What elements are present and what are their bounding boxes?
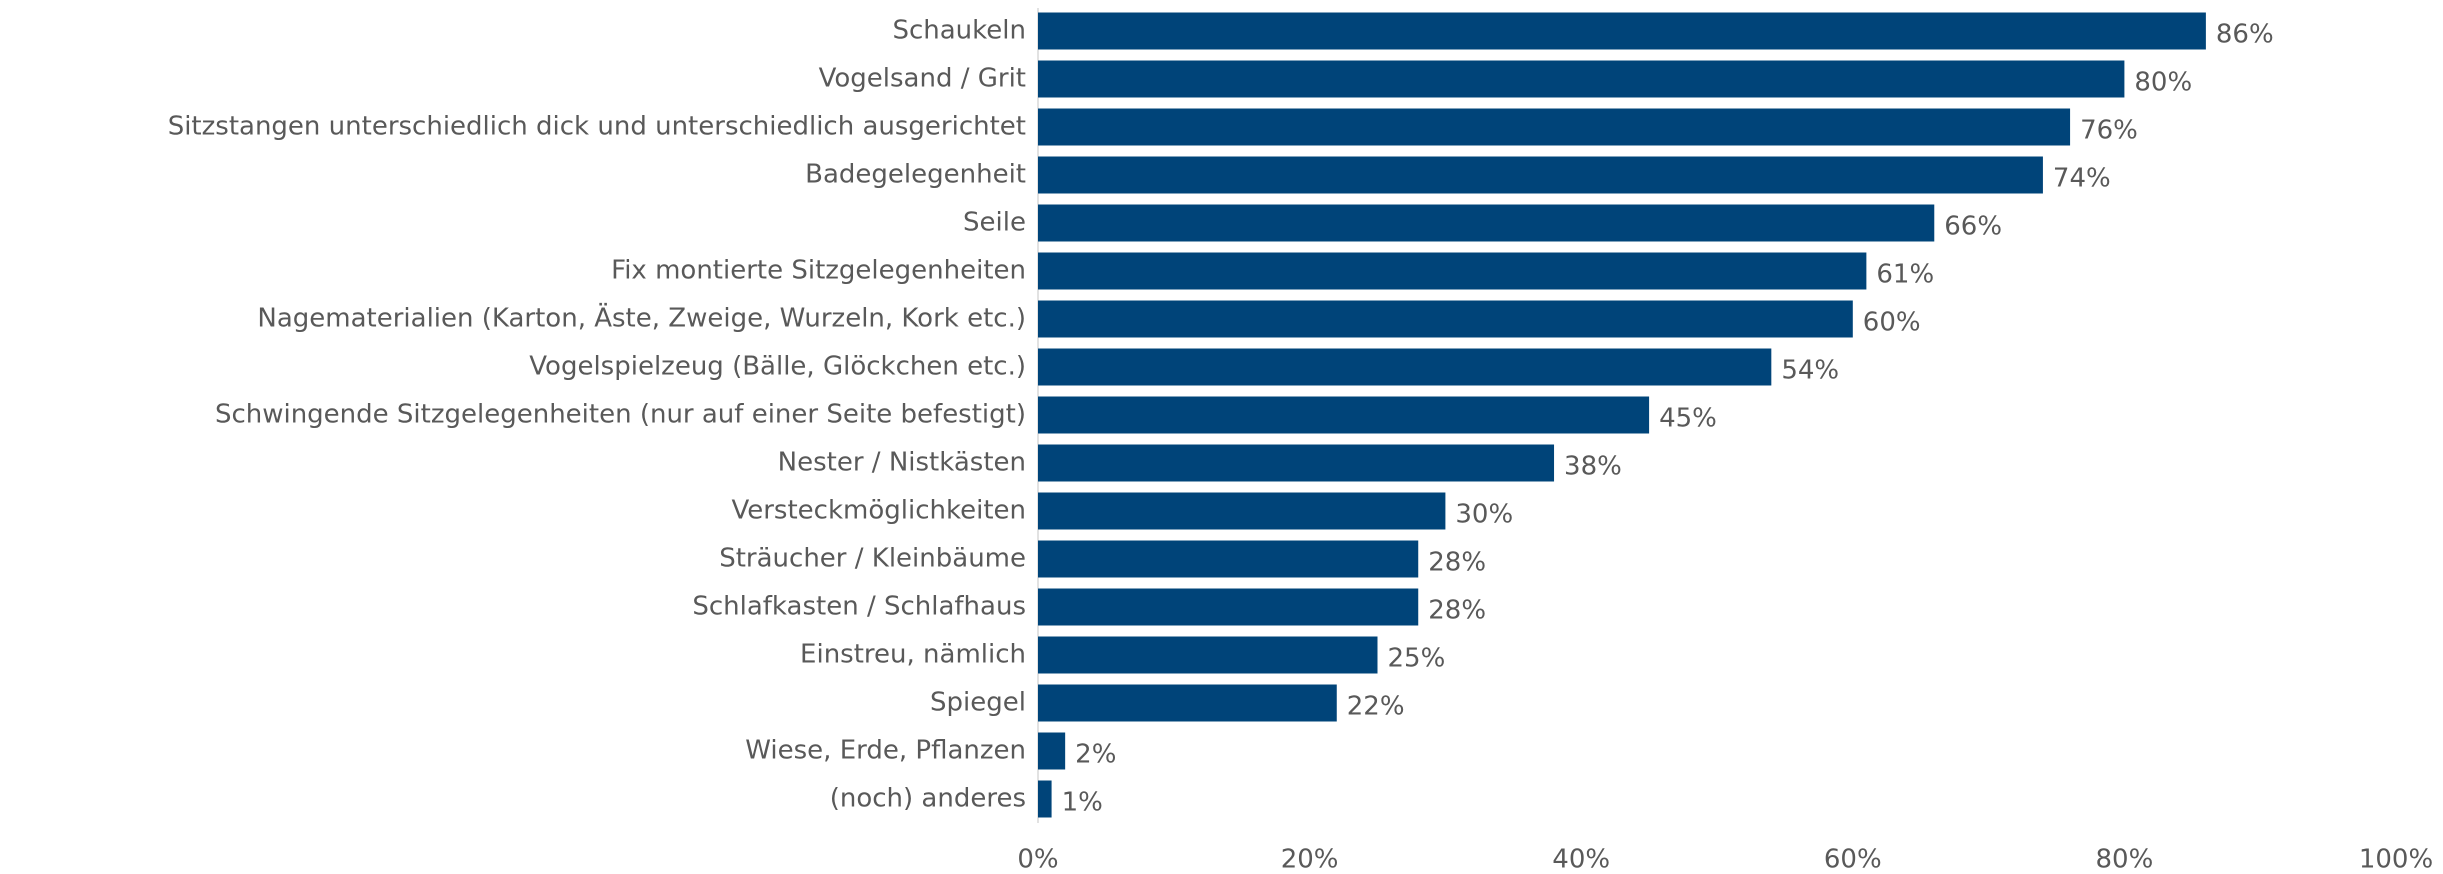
category-label: Versteckmöglichkeiten [731, 496, 1026, 526]
bar [1038, 444, 1555, 482]
value-label: 80% [2134, 68, 2192, 98]
category-label: Sträucher / Kleinbäume [719, 544, 1026, 574]
bar [1038, 732, 1066, 770]
bar [1038, 684, 1337, 722]
bar [1038, 108, 2071, 146]
value-label: 28% [1428, 548, 1486, 578]
value-label: 45% [1659, 404, 1717, 434]
bar [1038, 348, 1772, 386]
value-label: 22% [1347, 692, 1405, 722]
value-label: 61% [1876, 260, 1934, 290]
value-label: 60% [1863, 308, 1921, 338]
x-tick-label: 0% [1017, 845, 1058, 874]
x-tick-label: 40% [1552, 845, 1610, 874]
x-tick-label: 80% [2096, 845, 2154, 874]
bar [1038, 12, 2206, 50]
category-label: Schaukeln [892, 16, 1026, 46]
category-label: Nester / Nistkästen [778, 448, 1026, 478]
category-label: Nagematerialien (Karton, Äste, Zweige, W… [257, 302, 1026, 334]
bar [1038, 252, 1867, 290]
category-label: Schlafkasten / Schlafhaus [692, 592, 1026, 622]
category-label: Fix montierte Sitzgelegenheiten [611, 256, 1026, 286]
category-label: Einstreu, nämlich [800, 640, 1026, 670]
value-label: 66% [1944, 212, 2002, 242]
x-tick-label: 20% [1281, 845, 1339, 874]
category-label: (noch) anderes [830, 784, 1026, 814]
category-label: Vogelspielzeug (Bälle, Glöckchen etc.) [529, 352, 1026, 382]
category-label: Wiese, Erde, Pflanzen [745, 736, 1026, 766]
value-label: 76% [2080, 116, 2138, 146]
value-label: 28% [1428, 596, 1486, 626]
value-label: 2% [1075, 740, 1116, 770]
category-label: Vogelsand / Grit [819, 64, 1026, 94]
bar [1038, 156, 2043, 194]
category-label: Schwingende Sitzgelegenheiten (nur auf e… [215, 400, 1026, 430]
value-label: 1% [1062, 788, 1103, 818]
value-label: 86% [2216, 20, 2274, 50]
bar [1038, 588, 1419, 626]
category-label: Seile [963, 208, 1026, 238]
bar [1038, 780, 1052, 818]
bar [1038, 492, 1446, 530]
bar [1038, 60, 2125, 98]
bar [1038, 540, 1419, 578]
value-label: 25% [1388, 644, 1446, 674]
value-label: 74% [2053, 164, 2111, 194]
category-label: Sitzstangen unterschiedlich dick und unt… [168, 112, 1026, 142]
category-label: Badegelegenheit [805, 160, 1026, 190]
category-label: Spiegel [930, 688, 1026, 718]
value-label: 38% [1564, 452, 1622, 482]
value-label: 54% [1781, 356, 1839, 386]
bar [1038, 300, 1853, 338]
value-label: 30% [1455, 500, 1513, 530]
bar [1038, 636, 1378, 674]
x-tick-label: 60% [1824, 845, 1882, 874]
bar [1038, 396, 1650, 434]
bar [1038, 204, 1935, 242]
x-tick-label: 100% [2359, 845, 2433, 874]
